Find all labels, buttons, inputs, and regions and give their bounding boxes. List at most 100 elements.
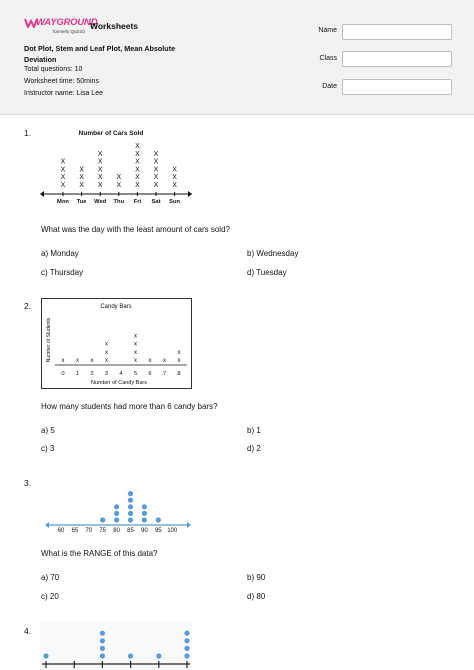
data-mark: x xyxy=(105,342,108,348)
data-dot xyxy=(99,638,105,644)
question-3-option-d[interactable]: d) 80 xyxy=(247,592,266,601)
name-label: Name xyxy=(318,27,337,34)
date-field[interactable] xyxy=(342,79,452,95)
data-mark: X xyxy=(116,174,121,181)
data-mark: X xyxy=(61,166,66,173)
data-dot xyxy=(99,653,105,659)
x-tick-label: 5 xyxy=(134,371,137,377)
question-3-option-c[interactable]: c) 20 xyxy=(41,592,59,601)
question-2-option-b[interactable]: b) 1 xyxy=(247,426,261,435)
brand-title: Worksheets xyxy=(90,21,139,31)
x-tick-label: 0 xyxy=(61,371,64,377)
axis-arrow-right-icon xyxy=(187,522,191,528)
data-mark: x xyxy=(149,358,152,364)
data-mark: X xyxy=(98,151,103,158)
data-mark: X xyxy=(98,182,103,189)
data-mark: x xyxy=(134,358,137,364)
cars-sold-line-plot: Number of Cars SoldMonXXXXTueXXXWedXXXXX… xyxy=(40,130,192,205)
data-mark: X xyxy=(79,174,84,181)
data-mark: x xyxy=(105,358,108,364)
data-mark: X xyxy=(154,174,159,181)
question-2-option-a[interactable]: a) 5 xyxy=(41,426,55,435)
x-tick-label: 7 xyxy=(163,371,166,377)
data-mark: X xyxy=(154,182,159,189)
data-dot xyxy=(114,504,120,510)
data-dot xyxy=(156,653,162,659)
data-dot xyxy=(141,517,147,523)
question-1-option-b[interactable]: b) Wednesday xyxy=(247,249,299,258)
data-mark: X xyxy=(135,182,140,189)
question-3-option-a[interactable]: a) 70 xyxy=(41,573,60,582)
x-tick-label: 3 xyxy=(105,371,108,377)
data-mark: X xyxy=(79,166,84,173)
question-3-number: 3. xyxy=(24,478,32,488)
worksheet-title-line-1: Dot Plot, Stem and Leaf Plot, Mean Absol… xyxy=(24,44,176,53)
x-tick-label: 65 xyxy=(72,528,79,534)
logo-subtext: formerly Quizizz xyxy=(53,29,86,34)
question-2-number: 2. xyxy=(24,301,32,311)
question-1-option-c[interactable]: c) Thursday xyxy=(41,268,84,277)
x-tick-label: 8 xyxy=(177,371,180,377)
data-mark: X xyxy=(172,166,177,173)
data-dot xyxy=(184,630,190,636)
data-mark: X xyxy=(154,159,159,166)
data-mark: x xyxy=(91,358,94,364)
worksheet-header: WAYGROUND formerly Quizizz Worksheets Do… xyxy=(0,0,474,115)
data-mark: X xyxy=(154,151,159,158)
axis-arrow-right-icon xyxy=(188,191,192,197)
data-mark: X xyxy=(154,166,159,173)
data-dot xyxy=(114,510,120,516)
question-1-option-d[interactable]: d) Tuesday xyxy=(247,268,287,277)
x-tick-label: 1 xyxy=(76,371,79,377)
data-mark: X xyxy=(61,182,66,189)
question-2-option-d[interactable]: d) 2 xyxy=(247,444,261,453)
data-dot xyxy=(141,504,147,510)
data-mark: X xyxy=(98,174,103,181)
x-tick-label: Thu xyxy=(113,199,124,205)
class-label: Class xyxy=(319,55,337,62)
chart-title: Candy Bars xyxy=(100,304,131,310)
x-tick-label: Sat xyxy=(151,199,160,205)
class-field[interactable] xyxy=(342,51,452,67)
data-dot xyxy=(43,653,49,659)
axis-arrow-left-icon xyxy=(45,522,49,528)
x-tick-label: 75 xyxy=(99,528,106,534)
logo-text: WAYGROUND xyxy=(36,17,98,28)
x-tick-label: 60 xyxy=(58,528,65,534)
x-tick-label: Fri xyxy=(134,199,142,205)
worksheet-title: Dot Plot, Stem and Leaf Plot, Mean Absol… xyxy=(24,44,184,65)
data-mark: x xyxy=(134,342,137,348)
question-4-dot-plot xyxy=(40,622,192,670)
question-3-option-b[interactable]: b) 90 xyxy=(247,573,266,582)
data-mark: x xyxy=(105,350,108,356)
question-2-text: How many students had more than 6 candy … xyxy=(41,402,218,411)
question-3-text: What is the RANGE of this data? xyxy=(41,549,158,558)
data-dot xyxy=(184,653,190,659)
x-tick-label: 95 xyxy=(155,528,162,534)
x-tick-label: 4 xyxy=(119,371,123,377)
data-dot xyxy=(141,510,147,516)
data-dot xyxy=(184,638,190,644)
name-field[interactable] xyxy=(342,24,452,40)
chart-frame xyxy=(41,298,192,389)
question-1-option-a[interactable]: a) Monday xyxy=(41,249,79,258)
data-dot xyxy=(127,517,134,523)
question-2-option-c[interactable]: c) 3 xyxy=(41,444,55,453)
data-mark: X xyxy=(135,159,140,166)
worksheet-time: Worksheet time: 50mins xyxy=(24,78,99,85)
x-tick-label: 90 xyxy=(141,528,148,534)
chart-title: Number of Cars Sold xyxy=(79,130,144,137)
data-mark: X xyxy=(135,166,140,173)
data-dot xyxy=(155,517,161,523)
x-tick-label: 100 xyxy=(167,528,178,534)
chart-background xyxy=(40,622,192,670)
data-mark: X xyxy=(116,182,121,189)
worksheet-title-line-2: Deviation xyxy=(24,54,57,64)
x-tick-label: 70 xyxy=(85,528,92,534)
instructor-name: Instructor name: Lisa Lee xyxy=(24,90,103,97)
x-tick-label: Sun xyxy=(169,199,180,205)
data-mark: X xyxy=(98,166,103,173)
wayground-logo: WAYGROUND formerly Quizizz xyxy=(24,17,98,41)
x-tick-label: 85 xyxy=(127,528,134,534)
